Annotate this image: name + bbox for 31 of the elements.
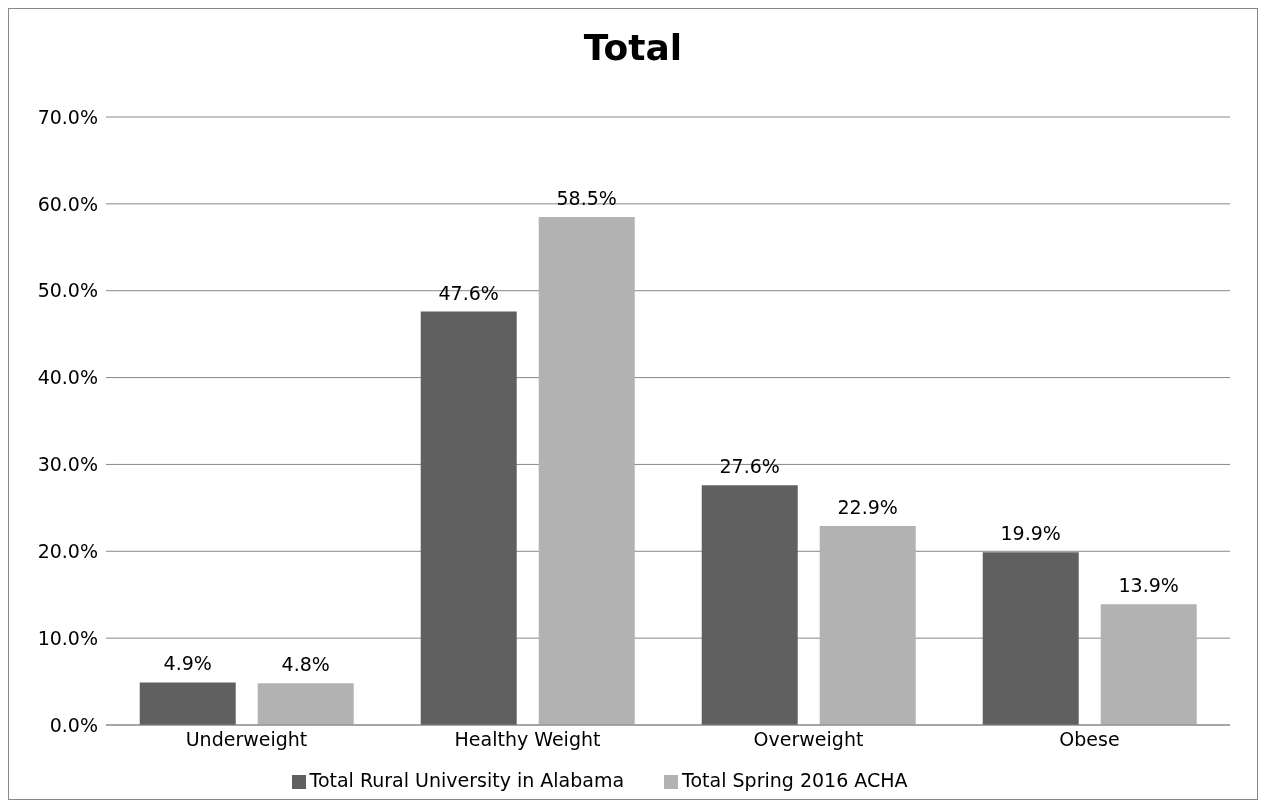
y-tick-label: 0.0% xyxy=(49,713,98,736)
bar xyxy=(538,216,635,725)
bar xyxy=(701,485,798,725)
y-tick-label: 10.0% xyxy=(37,626,98,649)
legend-label: Total Spring 2016 ACHA xyxy=(682,769,908,791)
bar xyxy=(819,526,916,725)
data-label: 4.8% xyxy=(281,653,330,676)
bar xyxy=(982,552,1079,725)
data-label: 58.5% xyxy=(556,186,617,209)
y-tick-label: 60.0% xyxy=(37,192,98,215)
x-tick-label: Underweight xyxy=(185,728,308,751)
x-tick-label: Obese xyxy=(1059,728,1120,751)
legend-label: Total Rural University in Alabama xyxy=(309,769,625,791)
data-label: 22.9% xyxy=(837,496,898,519)
x-tick-label: Overweight xyxy=(753,728,864,751)
data-label: 27.6% xyxy=(719,455,780,478)
y-tick-label: 40.0% xyxy=(37,366,98,389)
x-tick-label: Healthy Weight xyxy=(454,728,601,751)
data-label: 19.9% xyxy=(1000,522,1061,545)
y-tick-label: 50.0% xyxy=(37,279,98,302)
bar xyxy=(1100,604,1197,725)
bar xyxy=(139,682,236,725)
data-label: 13.9% xyxy=(1118,574,1179,597)
bar xyxy=(420,311,517,725)
data-label: 47.6% xyxy=(438,281,499,304)
bar xyxy=(257,683,354,725)
y-tick-label: 70.0% xyxy=(37,105,98,128)
chart-title: Total xyxy=(582,26,684,70)
y-tick-label: 20.0% xyxy=(37,540,98,563)
data-label: 4.9% xyxy=(163,652,212,675)
y-tick-label: 30.0% xyxy=(37,453,98,476)
